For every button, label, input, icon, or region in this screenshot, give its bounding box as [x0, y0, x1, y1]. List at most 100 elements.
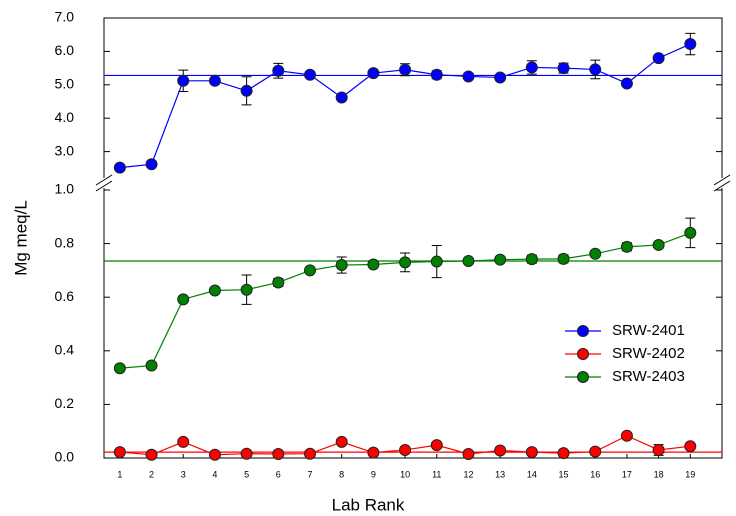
axis-break	[95, 174, 113, 186]
data-point	[589, 63, 602, 76]
axis-break	[713, 180, 731, 192]
x-tick-label: 5	[244, 469, 249, 479]
y-tick-label: 6.0	[55, 42, 75, 58]
x-tick-label: 16	[590, 469, 600, 479]
x-tick-label: 12	[463, 469, 473, 479]
x-tick-label: 14	[527, 469, 537, 479]
data-point	[304, 447, 316, 460]
data-point	[367, 67, 380, 80]
x-axis-title: Lab Rank	[332, 495, 405, 514]
data-point	[589, 445, 602, 458]
data-point	[367, 258, 380, 271]
data-point	[113, 362, 126, 375]
data-point	[304, 264, 316, 277]
data-point	[525, 61, 538, 74]
data-point	[652, 238, 665, 251]
y-tick-label: 4.0	[55, 109, 75, 125]
data-point	[208, 448, 221, 461]
data-point	[557, 252, 570, 265]
x-tick-label: 18	[654, 469, 664, 479]
data-point	[399, 443, 412, 456]
data-point	[240, 84, 253, 97]
x-tick-label: 19	[685, 469, 695, 479]
data-point	[177, 74, 190, 87]
data-point	[335, 91, 348, 104]
data-point	[430, 439, 443, 452]
data-point	[208, 74, 221, 87]
legend-marker	[577, 325, 589, 337]
x-tick-label: 8	[339, 469, 344, 479]
axis-break	[95, 180, 113, 192]
y-tick-label: 0.6	[55, 288, 75, 304]
legend-marker	[577, 371, 589, 383]
data-point	[304, 68, 316, 81]
data-point	[399, 63, 412, 76]
data-point	[494, 71, 507, 84]
series-line	[119, 43, 691, 169]
x-tick-label: 7	[307, 469, 312, 479]
y-tick-label: 3.0	[55, 142, 75, 158]
x-tick-label: 15	[559, 469, 569, 479]
axis-break	[713, 174, 731, 186]
data-point	[335, 259, 348, 272]
data-point	[557, 62, 570, 75]
legend-label: SRW-2402	[612, 345, 685, 362]
data-point	[494, 253, 507, 266]
data-point	[620, 77, 633, 90]
data-point	[367, 446, 380, 459]
y-tick-label: 0.2	[55, 395, 75, 411]
data-point	[113, 446, 126, 459]
data-point	[177, 435, 190, 448]
data-point	[462, 447, 475, 460]
data-point	[430, 255, 443, 268]
y-axis-title: Mg meq/L	[11, 200, 30, 276]
data-point	[494, 444, 507, 457]
data-point	[272, 64, 285, 77]
data-point	[335, 435, 348, 448]
x-tick-label: 17	[622, 469, 632, 479]
legend-marker	[577, 348, 589, 360]
y-tick-label: 0.8	[55, 234, 75, 250]
data-point	[145, 158, 158, 171]
data-point	[177, 293, 190, 306]
data-point	[620, 429, 633, 442]
axis-frame	[103, 17, 723, 459]
x-tick-label: 1	[117, 469, 122, 479]
x-tick-label: 10	[400, 469, 410, 479]
data-point	[684, 440, 697, 453]
x-tick-label: 3	[181, 469, 186, 479]
data-point	[620, 240, 633, 253]
data-point	[557, 447, 570, 460]
x-tick-label: 9	[371, 469, 376, 479]
legend-label: SRW-2401	[612, 322, 685, 339]
data-point	[525, 253, 538, 266]
y-tick-label: 5.0	[55, 76, 75, 92]
x-tick-label: 11	[432, 469, 441, 479]
data-point	[462, 70, 475, 83]
x-tick-label: 2	[149, 469, 154, 479]
data-point	[430, 68, 443, 81]
y-tick-label: 0.4	[55, 342, 75, 358]
data-point	[145, 448, 158, 461]
data-point	[272, 276, 285, 289]
data-point	[525, 446, 538, 459]
data-point	[652, 52, 665, 65]
data-point	[272, 447, 285, 460]
x-tick-label: 4	[212, 469, 217, 479]
data-point	[684, 38, 697, 51]
data-point	[145, 359, 158, 372]
data-point	[589, 247, 602, 260]
y-tick-label: 0.0	[55, 449, 75, 465]
data-point	[113, 161, 126, 174]
data-point	[240, 283, 253, 296]
x-tick-label: 13	[495, 469, 505, 479]
data-point	[684, 226, 697, 239]
data-point	[462, 255, 475, 268]
y-tick-label: 7.0	[55, 9, 75, 25]
y-tick-label: 1.0	[55, 181, 75, 197]
data-point	[208, 284, 221, 297]
data-point	[652, 443, 665, 456]
legend-label: SRW-2403	[612, 368, 685, 385]
x-tick-label: 6	[276, 469, 281, 479]
